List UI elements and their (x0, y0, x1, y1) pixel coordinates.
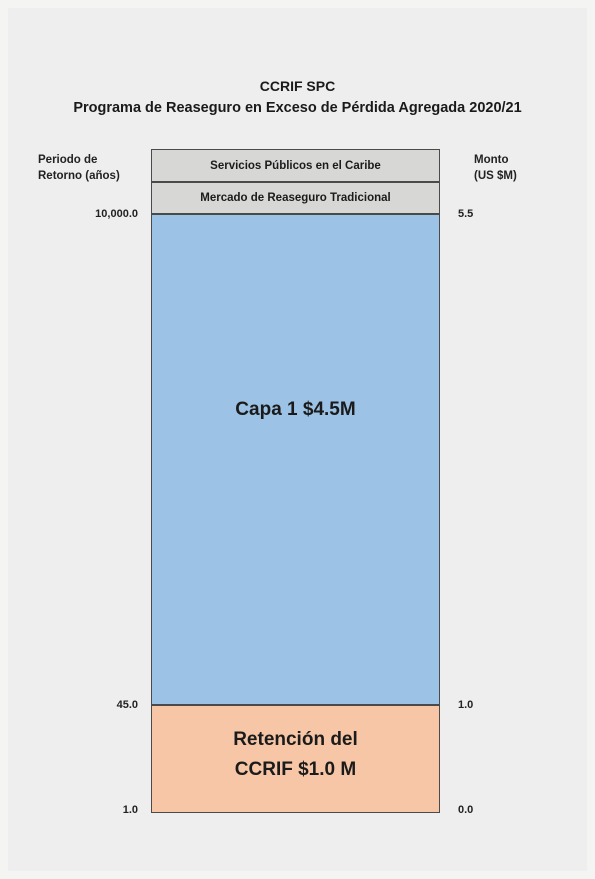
band-caribbean-utilities: Servicios Públicos en el Caribe (151, 149, 440, 182)
band-traditional-reinsurance-label: Mercado de Reaseguro Tradicional (200, 192, 391, 204)
left-tick-top: 10,000.0 (95, 208, 138, 220)
right-tick-top: 5.5 (458, 208, 474, 220)
right-tick-middle: 1.0 (458, 699, 474, 711)
band-traditional-reinsurance: Mercado de Reaseguro Tradicional (151, 182, 440, 214)
retention-label: Retención del CCRIF $1.0 M (233, 729, 358, 780)
band-caribbean-utilities-label: Servicios Públicos en el Caribe (210, 159, 381, 172)
layer-1-label: Capa 1 $4.5M (235, 398, 356, 420)
left-tick-bottom: 1.0 (122, 804, 138, 816)
retention-box: Retención del CCRIF $1.0 M (151, 705, 440, 813)
right-axis-label: Monto (US $M) (474, 154, 517, 182)
left-tick-middle: 45.0 (116, 699, 138, 711)
right-tick-bottom: 0.0 (458, 804, 474, 816)
chart-title: CCRIF SPC (259, 78, 336, 94)
layer-1-box: Capa 1 $4.5M (151, 214, 440, 705)
chart-subtitle: Programa de Reaseguro en Exceso de Pérdi… (73, 100, 522, 116)
left-axis-label: Periodo de Retorno (años) (38, 154, 120, 182)
